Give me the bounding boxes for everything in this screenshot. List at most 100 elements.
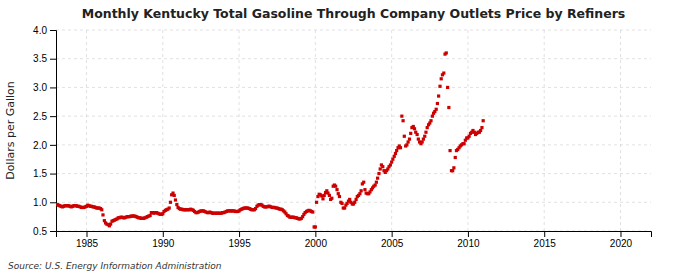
point (416, 133, 419, 136)
point (330, 197, 333, 200)
chart: Monthly Kentucky Total Gasoline Through … (0, 0, 675, 275)
point (426, 126, 429, 129)
grid-line-y (56, 30, 651, 31)
x-tick-mark (87, 231, 88, 237)
y-tick-label: 3.5 (33, 53, 47, 64)
point (321, 197, 324, 200)
x-tick-mark (620, 231, 621, 237)
point (348, 198, 351, 201)
point (374, 183, 377, 186)
point (100, 208, 103, 211)
point (375, 181, 378, 184)
point (149, 214, 152, 217)
grid-line-x (239, 30, 240, 231)
point (408, 138, 411, 141)
point (424, 131, 427, 134)
y-tick: 1.0 (33, 197, 56, 208)
x-tick: 2000 (305, 231, 328, 249)
plot-area (56, 51, 485, 228)
y-tick-mark (50, 116, 56, 117)
point (447, 106, 450, 109)
point (175, 203, 178, 206)
point (401, 119, 404, 122)
y-tick-label: 3.0 (33, 82, 47, 93)
point (454, 156, 457, 159)
y-tick-mark (50, 59, 56, 60)
point (431, 115, 434, 118)
point (109, 223, 112, 226)
x-tick: 2005 (381, 231, 404, 249)
x-tick-label: 2015 (534, 238, 557, 249)
point (400, 115, 403, 118)
y-tick-label: 2.0 (33, 140, 47, 151)
point (423, 135, 426, 138)
point (363, 188, 366, 191)
x-axis-line (57, 232, 652, 238)
x-tick-mark (239, 231, 240, 237)
point (405, 143, 408, 146)
point (393, 155, 396, 158)
point (446, 86, 449, 89)
x-tick-label: 1995 (228, 238, 251, 249)
point (389, 163, 392, 166)
y-tick-mark (50, 231, 56, 232)
x-tick-label: 2020 (610, 238, 633, 249)
x-tick: 1995 (228, 231, 251, 249)
point (174, 198, 177, 201)
y-axis-line (50, 31, 57, 232)
point (338, 195, 341, 198)
point (480, 126, 483, 129)
point (468, 135, 471, 138)
y-tick-mark (50, 145, 56, 146)
point (413, 127, 416, 130)
source-note: Source: U.S. Energy Information Administ… (8, 261, 222, 271)
point (395, 149, 398, 152)
point (381, 165, 384, 168)
x-axis: 19851990199520002005201020152020 (57, 231, 652, 249)
point (335, 188, 338, 191)
x-tick: 1985 (76, 231, 99, 249)
point (376, 177, 379, 180)
point (354, 198, 357, 201)
y-tick-mark (50, 202, 56, 203)
y-tick-label: 1.0 (33, 197, 47, 208)
y-tick-mark (50, 174, 56, 175)
x-tick-mark (163, 231, 164, 237)
point (101, 213, 104, 216)
point (358, 192, 361, 195)
point (173, 194, 176, 197)
point (403, 135, 406, 138)
x-tick-label: 2000 (305, 238, 328, 249)
y-tick-label: 2.5 (33, 111, 47, 122)
point (448, 149, 451, 152)
point (438, 85, 441, 88)
point (169, 201, 172, 204)
x-tick-mark (315, 231, 316, 237)
grid-line-y (56, 144, 651, 145)
grid-line-y (56, 87, 651, 88)
point (328, 194, 331, 197)
y-tick: 2.0 (33, 140, 56, 151)
x-tick-label: 2010 (457, 238, 480, 249)
point (451, 169, 454, 172)
point (440, 77, 443, 80)
point (463, 142, 466, 145)
x-tick-mark (392, 231, 393, 237)
point (394, 152, 397, 155)
y-tick: 4.0 (33, 25, 56, 36)
x-tick: 2020 (610, 231, 633, 249)
point (479, 129, 482, 132)
grid-line-x (467, 30, 468, 231)
grid-line-x (620, 30, 621, 231)
point (409, 132, 412, 135)
point (422, 138, 425, 141)
y-tick: 1.5 (33, 168, 56, 179)
point (445, 51, 448, 54)
point (429, 119, 432, 122)
y-tick-mark (50, 87, 56, 88)
point (343, 206, 346, 209)
x-tick-mark (468, 231, 469, 237)
point (323, 194, 326, 197)
grid-line-x (86, 30, 87, 231)
point (452, 166, 455, 169)
